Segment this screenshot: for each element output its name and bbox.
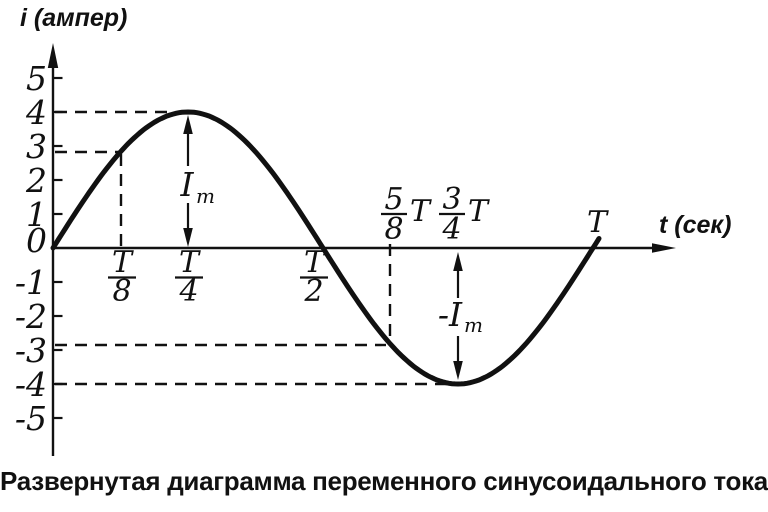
im-arrowhead-up-icon bbox=[183, 115, 193, 134]
y-tick-label: -1 bbox=[15, 263, 47, 302]
neg-im-label: -I bbox=[438, 295, 463, 334]
x-axis-arrowhead-icon bbox=[652, 243, 676, 253]
y-tick-label: -5 bbox=[15, 399, 47, 438]
label-t-eighth-den: 8 bbox=[112, 274, 131, 309]
label-five-eighths-T: T bbox=[410, 194, 432, 229]
im-arrowhead-down-icon bbox=[183, 228, 193, 247]
neg-im-arrowhead-down-icon bbox=[453, 361, 463, 380]
neg-im-label-subscript: m bbox=[464, 313, 483, 337]
x-axis-title: t (сек) bbox=[659, 211, 731, 239]
y-tick-label: -4 bbox=[15, 365, 47, 404]
label-three-quarters-T: T bbox=[468, 194, 490, 229]
label-five-eighths-den: 8 bbox=[384, 212, 403, 247]
im-label-subscript: m bbox=[196, 184, 215, 208]
y-tick-label: 2 bbox=[25, 161, 47, 200]
neg-im-arrowhead-up-icon bbox=[453, 252, 463, 271]
label-t-eighth-num: T bbox=[112, 245, 134, 280]
y-tick-label: -3 bbox=[15, 331, 47, 370]
y-axis-title: i (ампер) bbox=[20, 4, 127, 32]
label-t-half-den: 2 bbox=[303, 274, 323, 309]
im-label: I bbox=[179, 165, 194, 204]
y-tick-label: 0 bbox=[26, 221, 47, 260]
y-axis-arrowhead-icon bbox=[47, 43, 59, 68]
label-three-quarters-den: 4 bbox=[441, 212, 461, 247]
sine-curve bbox=[50, 109, 602, 387]
y-tick-label: -2 bbox=[15, 297, 47, 336]
y-tick-label: 3 bbox=[26, 127, 47, 166]
figure-caption: Развернутая диаграмма переменного синусо… bbox=[0, 466, 768, 496]
y-tick-label: 4 bbox=[25, 93, 47, 132]
label-t-quarter-num: T bbox=[179, 245, 201, 280]
label-t-half-num: T bbox=[304, 245, 326, 280]
label-period-T: T bbox=[587, 205, 609, 240]
y-tick-label: 1 bbox=[26, 195, 47, 234]
label-five-eighths-num: 5 bbox=[384, 182, 403, 217]
label-t-quarter-den: 4 bbox=[178, 274, 198, 309]
label-three-quarters-num: 3 bbox=[442, 182, 461, 217]
y-tick-label: 5 bbox=[26, 59, 47, 98]
